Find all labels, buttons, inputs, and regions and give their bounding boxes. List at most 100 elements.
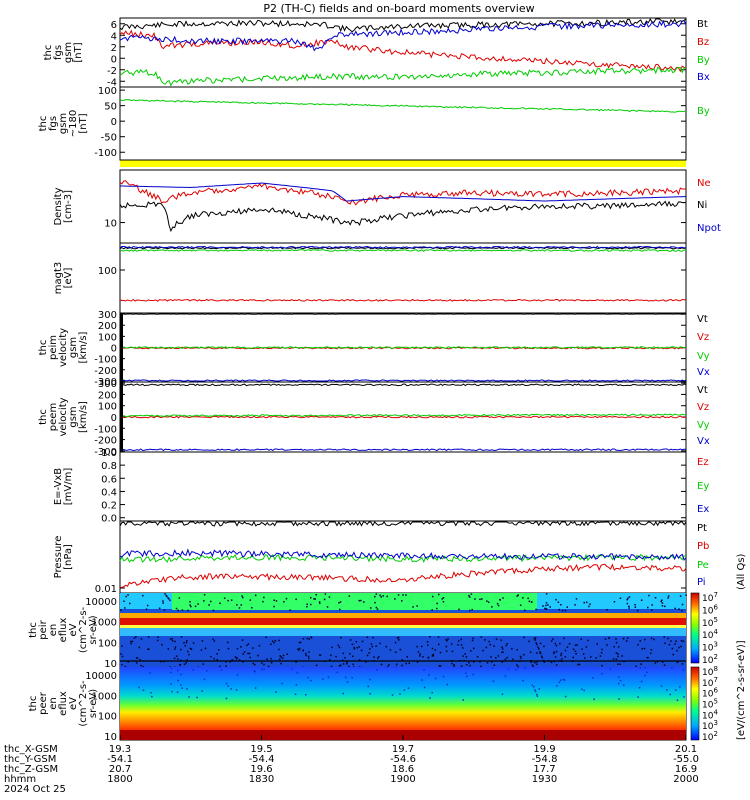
noise-pixel	[170, 683, 172, 685]
noise-pixel	[536, 652, 538, 654]
noise-pixel	[471, 608, 473, 611]
noise-pixel	[165, 594, 167, 597]
noise-pixel	[355, 641, 358, 643]
noise-pixel	[281, 682, 283, 685]
noise-pixel	[621, 655, 623, 657]
noise-pixel	[608, 637, 610, 639]
noise-pixel	[352, 663, 354, 666]
noise-pixel	[473, 647, 475, 650]
noise-pixel	[360, 599, 362, 602]
noise-pixel	[519, 604, 522, 606]
noise-pixel	[491, 661, 493, 663]
x-tick-label: -54.4	[249, 754, 275, 765]
noise-pixel	[241, 639, 244, 641]
noise-pixel	[349, 653, 351, 655]
noise-pixel	[432, 655, 434, 657]
noise-pixel	[175, 607, 178, 610]
noise-pixel	[539, 642, 542, 645]
noise-pixel	[395, 663, 398, 666]
y-axis-label: peer	[38, 691, 49, 715]
y-axis-label: [eV]	[63, 268, 74, 289]
noise-pixel	[617, 646, 620, 648]
noise-pixel	[466, 675, 468, 678]
y-axis-label: gsm	[68, 337, 79, 358]
noise-pixel	[481, 598, 483, 600]
noise-pixel	[432, 595, 434, 598]
noise-pixel	[647, 606, 649, 609]
y-axis-label: velocity	[58, 328, 69, 367]
noise-pixel	[188, 696, 190, 698]
noise-pixel	[185, 662, 187, 664]
noise-pixel	[201, 640, 204, 642]
x-tick-label: 1900	[390, 774, 415, 785]
noise-pixel	[323, 598, 326, 601]
noise-pixel	[426, 641, 429, 643]
noise-pixel	[628, 596, 631, 598]
noise-pixel	[297, 648, 299, 650]
noise-pixel	[511, 648, 513, 650]
legend-Pt: Pt	[697, 523, 707, 534]
noise-pixel	[587, 639, 589, 642]
noise-pixel	[270, 662, 273, 664]
noise-pixel	[403, 689, 406, 691]
noise-pixel	[210, 655, 212, 658]
noise-pixel	[674, 607, 676, 610]
noise-pixel	[595, 657, 597, 659]
noise-pixel	[177, 658, 179, 660]
y-tick-label: 10	[104, 659, 117, 670]
noise-pixel	[561, 658, 563, 660]
noise-pixel	[124, 607, 126, 609]
noise-pixel	[590, 656, 592, 658]
y-axis-label: eV	[68, 623, 79, 636]
noise-pixel	[298, 641, 301, 644]
noise-pixel	[586, 601, 588, 604]
noise-pixel	[298, 649, 300, 651]
noise-pixel	[502, 597, 504, 599]
noise-pixel	[460, 665, 463, 667]
x-tick-label: 19.3	[109, 744, 131, 755]
noise-pixel	[566, 606, 568, 608]
series-line-Vy	[119, 346, 687, 349]
noise-pixel	[238, 659, 241, 661]
noise-pixel	[453, 664, 455, 666]
noise-pixel	[678, 646, 680, 649]
noise-pixel	[675, 689, 677, 691]
noise-pixel	[130, 642, 132, 645]
y-tick-label: 1000	[92, 618, 117, 629]
y-tick-label: 100	[98, 86, 117, 97]
noise-pixel	[171, 640, 174, 642]
noise-pixel	[342, 663, 345, 665]
noise-pixel	[149, 672, 151, 674]
noise-pixel	[181, 687, 183, 689]
noise-pixel	[622, 637, 625, 640]
noise-pixel	[241, 595, 243, 597]
noise-pixel	[566, 646, 569, 648]
series-line-Pt	[119, 520, 687, 527]
noise-pixel	[537, 646, 539, 649]
noise-pixel	[543, 645, 545, 648]
noise-pixel	[308, 638, 310, 640]
noise-pixel	[564, 656, 567, 658]
noise-pixel	[278, 648, 280, 651]
noise-pixel	[351, 643, 354, 646]
noise-pixel	[464, 653, 466, 655]
noise-pixel	[213, 640, 216, 642]
noise-pixel	[127, 661, 129, 663]
noise-pixel	[493, 664, 496, 666]
noise-pixel	[175, 655, 178, 657]
series-line-Vy	[119, 413, 687, 418]
noise-pixel	[213, 657, 215, 660]
colorbar-label-upper: (All Qs)	[736, 553, 747, 590]
noise-pixel	[517, 594, 519, 596]
noise-pixel	[563, 637, 565, 640]
noise-pixel	[377, 657, 379, 660]
noise-pixel	[447, 638, 449, 640]
noise-pixel	[519, 655, 522, 658]
noise-pixel	[142, 594, 144, 597]
y-axis-label: peim	[48, 335, 59, 360]
noise-pixel	[291, 668, 293, 670]
y-tick-label: -100	[94, 424, 117, 435]
noise-pixel	[346, 681, 349, 683]
noise-pixel	[370, 643, 373, 645]
noise-pixel	[468, 661, 470, 664]
